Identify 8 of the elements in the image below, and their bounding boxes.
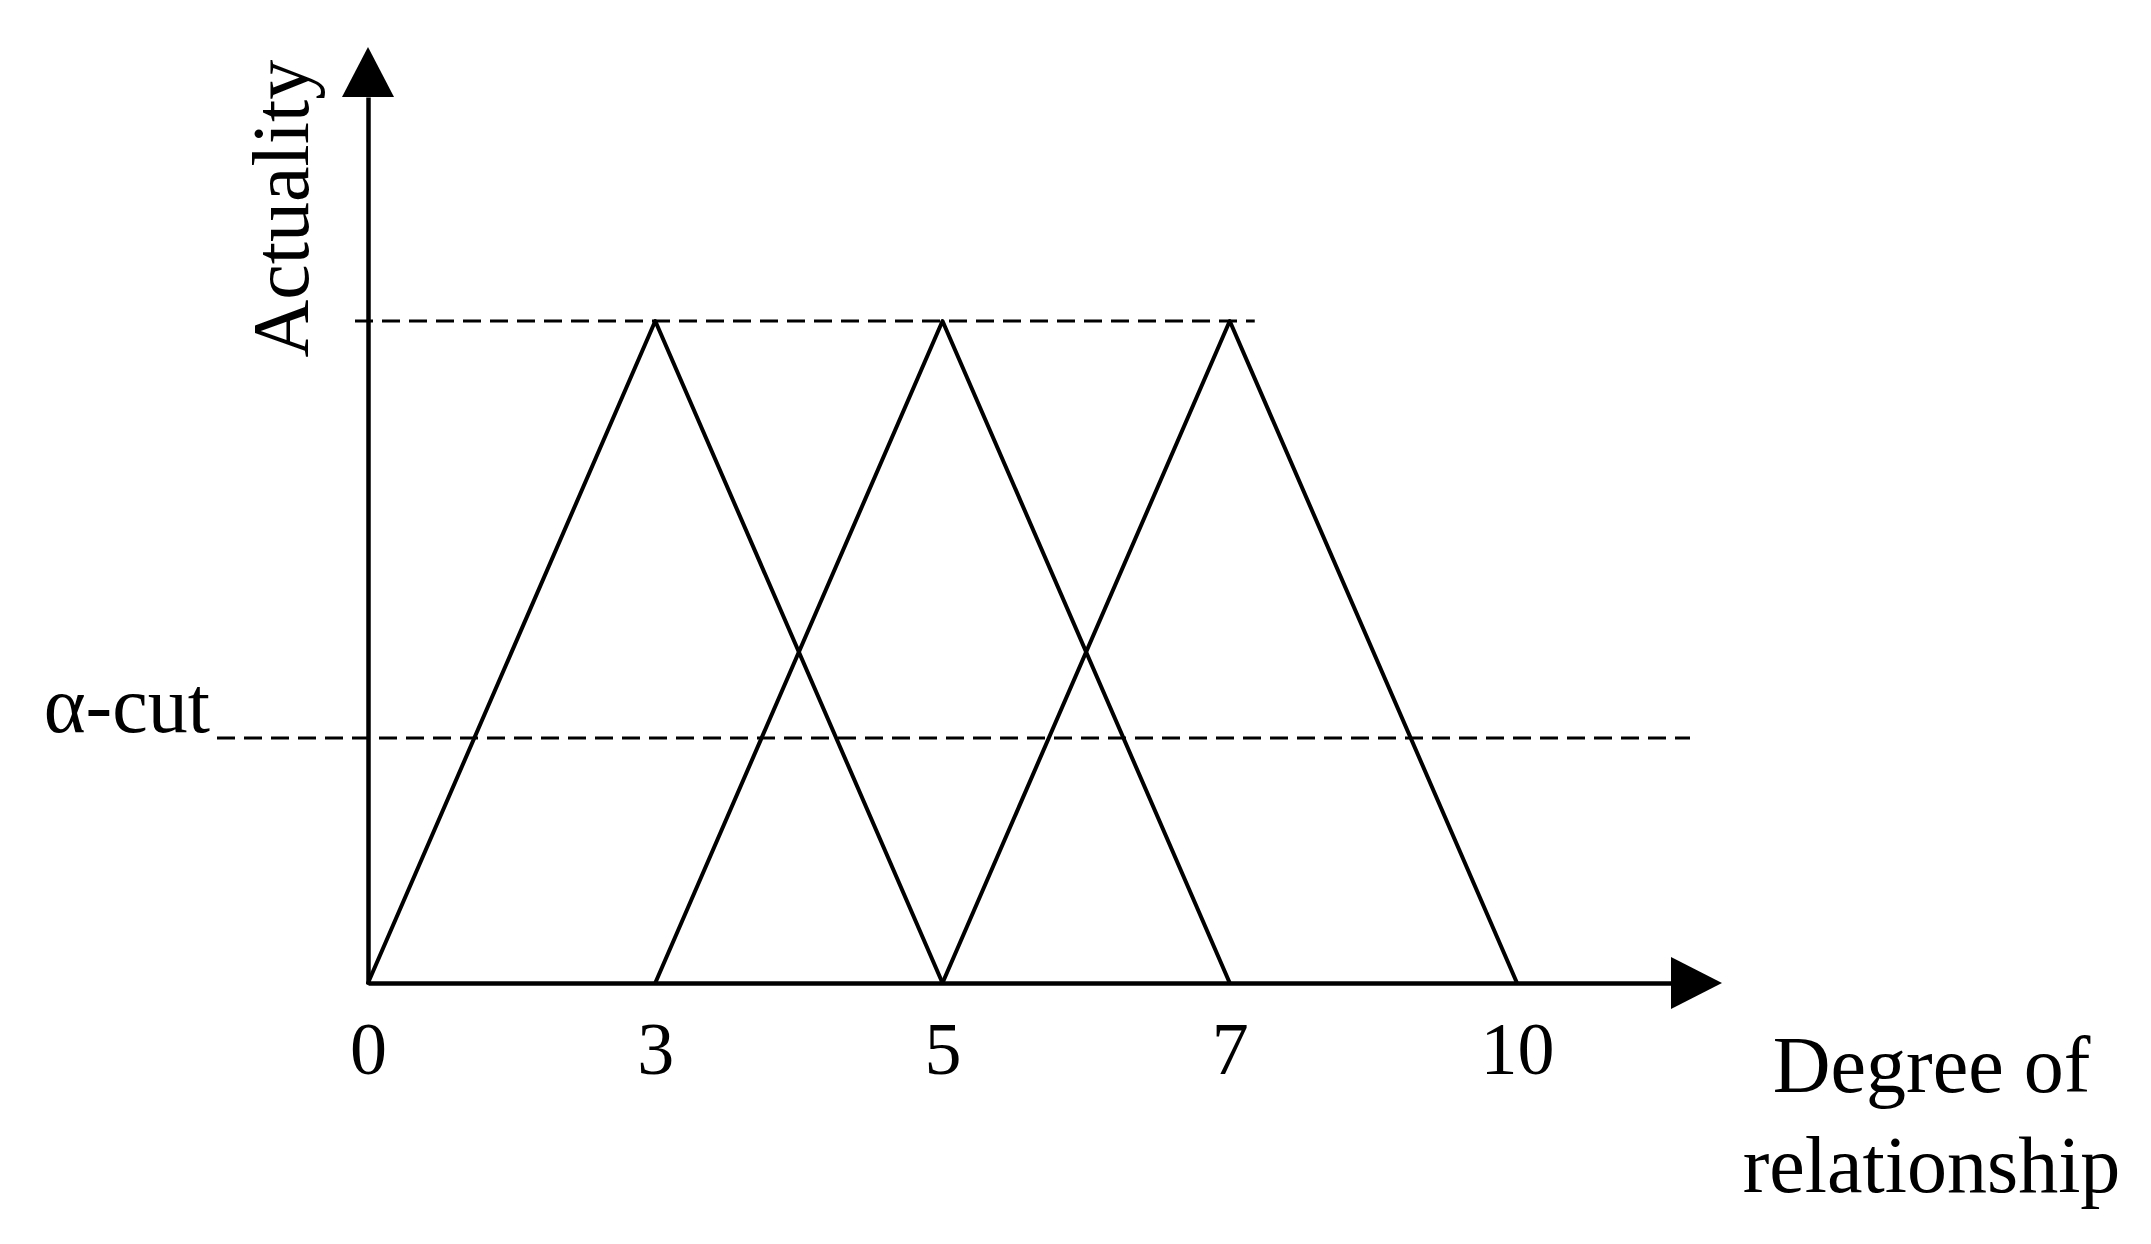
x-axis-title: Degree of relationship	[1742, 1020, 2121, 1209]
x-tick-label: 10	[1480, 1007, 1555, 1090]
x-tick-label: 0	[350, 1007, 387, 1090]
x-tick-label: 7	[1211, 1007, 1249, 1090]
x-tick-label: 5	[924, 1007, 962, 1090]
y-axis-title: Actuality	[236, 59, 325, 358]
x-tick-label: 3	[637, 1007, 675, 1090]
ref-line-label: α-cut	[43, 661, 210, 750]
